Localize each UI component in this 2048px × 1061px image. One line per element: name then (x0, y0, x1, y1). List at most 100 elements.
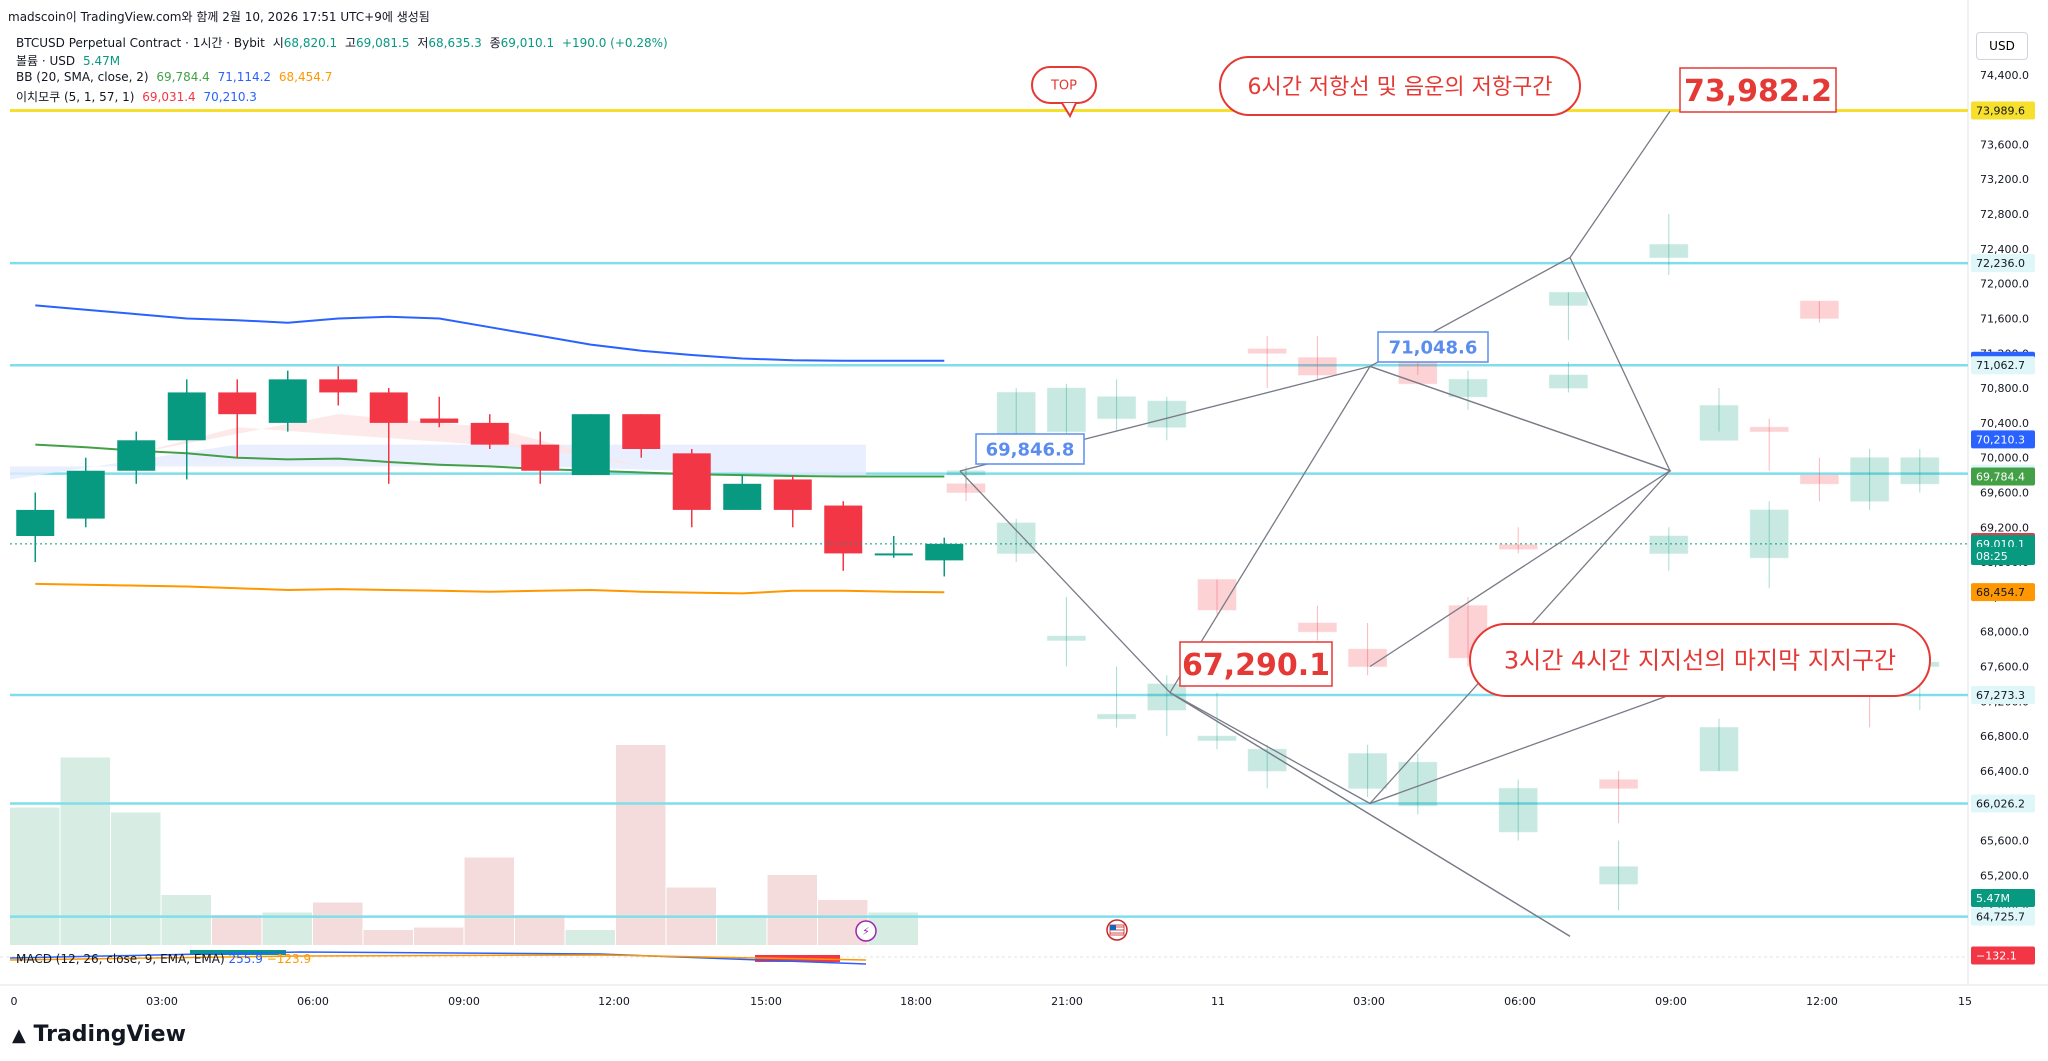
price-axis-badge[interactable]: 67,273.3 (1971, 685, 2035, 704)
volume-bar (363, 930, 413, 945)
currency-selector[interactable]: USD (1976, 32, 2028, 60)
price-axis-badge-text: 71,062.7 (1976, 359, 2025, 372)
p2-price-label[interactable]: 71,048.6 (1377, 331, 1489, 363)
projected-candle-body (1398, 761, 1438, 807)
price-axis-badge[interactable]: 5.47M (1971, 889, 2035, 908)
candle-body[interactable] (723, 483, 762, 510)
macd-legend[interactable]: MACD (12, 26, close, 9, EMA, EMA) 255.9 … (16, 952, 311, 966)
y-tick-label: 66,400.0 (1980, 765, 2029, 778)
bb-legend[interactable]: BB (20, SMA, close, 2) 69,784.4 71,114.2… (16, 70, 336, 84)
y-tick-label: 70,800.0 (1980, 382, 2029, 395)
candle-body[interactable] (925, 543, 964, 561)
projection-path[interactable] (1169, 692, 1671, 805)
candle-body[interactable] (268, 379, 307, 423)
projected-candle-body (946, 470, 986, 476)
low-value: 68,635.3 (428, 36, 482, 50)
x-tick-label: 06:00 (297, 995, 329, 1008)
candle-body[interactable] (66, 470, 105, 519)
y-tick-label: 69,200.0 (1980, 521, 2029, 534)
price-axis-badge-text: 73,989.6 (1976, 105, 2025, 118)
price-axis-badge[interactable]: 73,989.6 (1971, 101, 2035, 120)
x-tick-label: 09:00 (1655, 995, 1687, 1008)
y-tick-label: 72,000.0 (1980, 278, 2029, 291)
volume-bar (414, 927, 464, 945)
price-axis-badge[interactable]: −132.1 (1971, 946, 2035, 965)
symbol-name: BTCUSD Perpetual Contract · 1시간 · Bybit (16, 36, 265, 50)
projection-path[interactable] (1369, 365, 1672, 668)
symbol-legend[interactable]: BTCUSD Perpetual Contract · 1시간 · Bybit … (16, 34, 672, 51)
p1-price-label[interactable]: 69,846.8 (975, 433, 1085, 465)
price-axis-badge-text: 72,236.0 (1976, 257, 2025, 270)
price-axis-badge[interactable]: 71,062.7 (1971, 356, 2035, 375)
projected-candle-body (1147, 400, 1187, 428)
volume-value: 5.47M (83, 54, 121, 68)
candle-body[interactable] (773, 479, 812, 510)
macd-b-value: −123.9 (266, 952, 312, 966)
y-tick-label: 73,200.0 (1980, 173, 2029, 186)
x-tick-label: 18:00 (900, 995, 932, 1008)
candle-body[interactable] (672, 453, 711, 510)
low-label: 저 (417, 36, 429, 50)
price-axis-badge-text: 69,784.4 (1976, 470, 2025, 483)
candle-body[interactable] (622, 414, 661, 449)
price-axis-badge-text: 70,210.3 (1976, 433, 2025, 446)
candle-body[interactable] (470, 422, 509, 445)
projected-candle-body (1297, 622, 1337, 633)
resistance-callout[interactable]: 6시간 저항선 및 음운의 저항구간 (1219, 56, 1581, 116)
y-tick-label: 66,800.0 (1980, 730, 2029, 743)
high-label: 고 (345, 36, 357, 50)
price-axis-badge[interactable]: 68,454.7 (1971, 583, 2035, 602)
y-tick-label: 68,000.0 (1980, 626, 2029, 639)
y-tick-label: 70,400.0 (1980, 417, 2029, 430)
top-callout[interactable]: TOP (1031, 66, 1097, 119)
candle-body[interactable] (16, 509, 55, 537)
projected-candle-body (1448, 378, 1488, 398)
projected-candle-body (1900, 457, 1940, 485)
volume-legend[interactable]: 볼륨 · USD 5.47M (16, 52, 124, 69)
projected-candle-body (1699, 404, 1739, 441)
price-axis-badge-text: −132.1 (1976, 949, 2017, 962)
price-axis-badge[interactable]: 70,210.3 (1971, 430, 2035, 449)
candle-body[interactable] (117, 440, 156, 471)
volume-bar (868, 912, 918, 945)
candle-body[interactable] (874, 553, 913, 556)
projected-candle-body (1799, 474, 1839, 485)
x-tick-label: 21:00 (1051, 995, 1083, 1008)
low-price-label[interactable]: 67,290.1 (1179, 641, 1333, 687)
projected-candle-body (1599, 779, 1639, 789)
macd-label: MACD (12, 26, close, 9, EMA, EMA) (16, 952, 225, 966)
projected-candle-body (1498, 544, 1538, 550)
candle-body[interactable] (369, 392, 408, 423)
candle-body[interactable] (420, 418, 459, 423)
chart-credit: madscoin이 TradingView.com와 함께 2월 10, 202… (8, 10, 430, 24)
projection-path[interactable] (1169, 692, 1571, 937)
lightning-event-icon[interactable]: ⚡ (855, 920, 877, 942)
us-flag-event-icon[interactable] (1106, 919, 1128, 941)
price-axis-badge[interactable]: 66,026.2 (1971, 794, 2035, 813)
lightning-glyph: ⚡ (862, 925, 870, 938)
price-axis-badge[interactable]: 69,784.4 (1971, 467, 2035, 486)
price-axis-badge[interactable]: 08:25 (1971, 547, 2035, 566)
candle-body[interactable] (521, 444, 560, 471)
candle-body[interactable] (218, 392, 257, 415)
ichimoku-legend[interactable]: 이치모쿠 (5, 1, 57, 1) 69,031.4 70,210.3 (16, 88, 261, 105)
candle-body[interactable] (319, 379, 358, 393)
y-tick-label: 67,600.0 (1980, 661, 2029, 674)
target-price-label[interactable]: 73,982.2 (1679, 67, 1837, 113)
bb-mid-value: 69,784.4 (156, 70, 210, 84)
price-axis-badge[interactable]: 64,725.7 (1971, 907, 2035, 926)
x-tick-label: 12:00 (598, 995, 630, 1008)
price-axis-badge[interactable]: 72,236.0 (1971, 254, 2035, 273)
bb-lower-line (35, 582, 945, 595)
bb-up-value: 71,114.2 (217, 70, 272, 84)
tradingview-logo: ▲ TradingView (12, 1022, 186, 1047)
support-callout[interactable]: 3시간 4시간 지지선의 마지막 지지구간 (1469, 623, 1931, 697)
candle-body[interactable] (824, 505, 863, 554)
projected-candle-body (1498, 787, 1538, 833)
projected-candle-body (1097, 396, 1137, 420)
candle-body[interactable] (571, 414, 610, 476)
projected-candle-body (1699, 726, 1739, 772)
change-value: +190.0 (+0.28%) (561, 36, 668, 50)
candle-body[interactable] (167, 392, 206, 441)
